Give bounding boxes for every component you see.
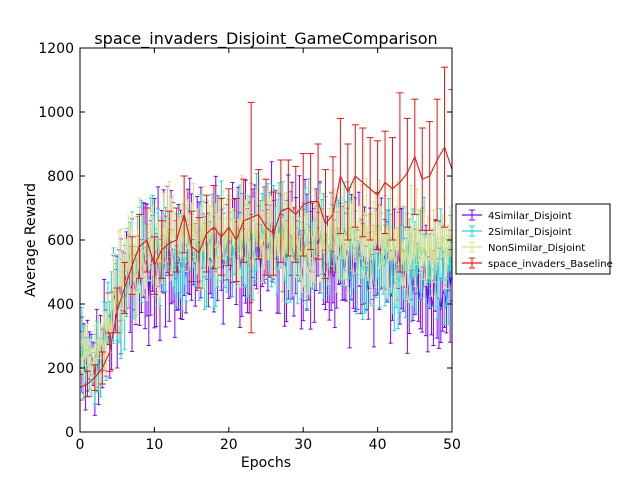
y-tick-label: 200	[47, 361, 74, 377]
legend-item: 2Similar_Disjoint	[462, 225, 572, 238]
y-axis-label: Average Reward	[23, 183, 39, 297]
legend-item: 4Similar_Disjoint	[462, 209, 572, 222]
legend-label: 2Similar_Disjoint	[488, 227, 572, 238]
y-tick-label: 1200	[38, 41, 74, 57]
legend-label: NonSimilar_Disjoint	[488, 243, 585, 254]
x-tick-label: 50	[443, 437, 461, 453]
legend: 4Similar_Disjoint 2Similar_Disjoint NonSim…	[455, 203, 613, 275]
legend-box	[455, 203, 611, 275]
y-tick-label: 600	[47, 233, 74, 249]
y-tick-label: 800	[47, 169, 74, 185]
x-tick-label: 40	[369, 437, 387, 453]
series-space_invaders_Baseline	[80, 66, 452, 401]
chart-title: space_invaders_Disjoint_GameComparison	[94, 29, 437, 49]
x-tick-label: 30	[294, 437, 312, 453]
plot-series-layer	[80, 66, 452, 416]
legend-label: 4Similar_Disjoint	[488, 211, 572, 222]
legend-label: space_invaders_Baseline	[488, 259, 613, 270]
legend-item: space_invaders_Baseline	[462, 257, 613, 270]
x-tick-label: 20	[220, 437, 238, 453]
x-tick-label: 10	[145, 437, 163, 453]
y-tick-label: 400	[47, 297, 74, 313]
x-axis-label: Epochs	[241, 455, 291, 471]
series-line	[80, 145, 452, 388]
y-tick-label: 0	[65, 425, 74, 441]
y-tick-label: 1000	[38, 105, 74, 121]
legend-item: NonSimilar_Disjoint	[462, 241, 585, 254]
axes-layer: 0 10 20 30 40 50 0 200 400 600 800 1000 1200	[38, 41, 461, 453]
x-tick-label: 0	[76, 437, 85, 453]
